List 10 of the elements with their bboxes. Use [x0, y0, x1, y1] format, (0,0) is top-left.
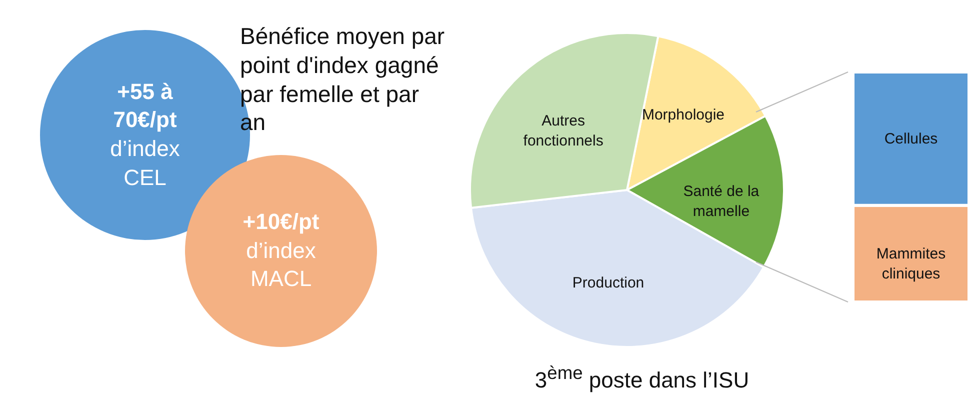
text: 3$^{ème}$ poste dans l’ISU — [534, 362, 750, 394]
series-label: Cellules — [884, 130, 938, 148]
text: d’index MACL — [245, 236, 317, 294]
text: +10€/pt — [242, 208, 320, 236]
slice-label: Autres fonctionnels — [523, 112, 604, 150]
series-label: Mammites cliniques — [876, 246, 946, 283]
slice-label: Santé de la mamelle — [683, 183, 760, 220]
slice-label: Production — [572, 274, 644, 292]
text: d’index CEL — [109, 135, 181, 192]
slice-label: Morphologie — [642, 106, 725, 124]
